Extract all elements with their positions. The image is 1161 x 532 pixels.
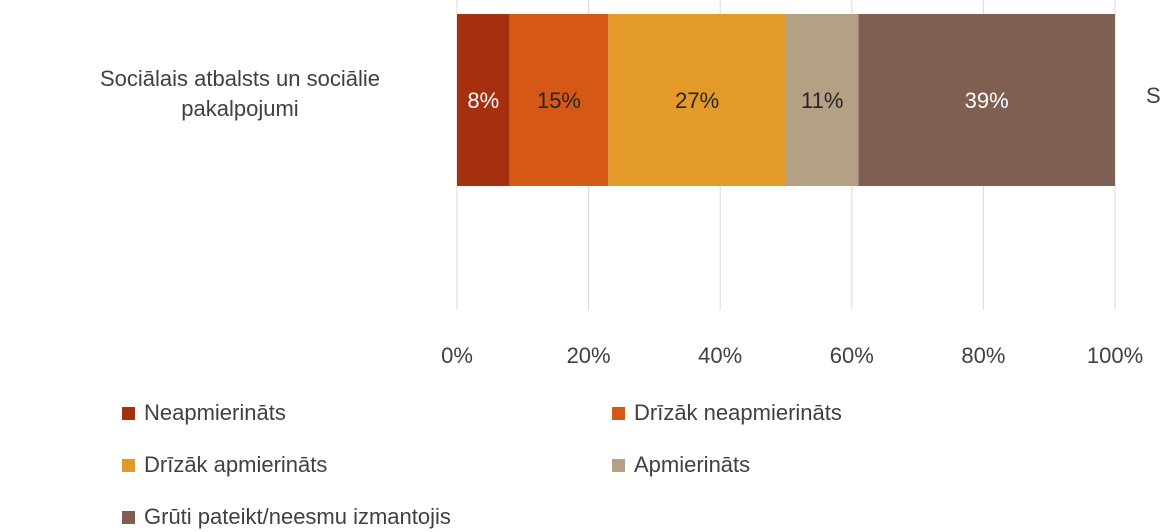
legend-swatch — [122, 511, 135, 524]
legend-swatch — [612, 407, 625, 420]
category-label: Sociālais atbalsts un sociālie pakalpoju… — [99, 66, 381, 121]
data-label: 15% — [537, 88, 581, 113]
x-tick-label: 40% — [698, 343, 742, 368]
legend-label: Apmierināts — [634, 452, 750, 477]
data-label: 11% — [801, 88, 843, 113]
bar-segment — [858, 14, 1115, 186]
legend-swatch — [612, 459, 625, 472]
annotation: S — [1146, 83, 1161, 108]
legend-swatch — [122, 407, 135, 420]
x-tick-label: 80% — [961, 343, 1005, 368]
legend-label: Grūti pateikt/neesmu izmantojis — [144, 504, 451, 529]
legend-label: Neapmierināts — [144, 400, 286, 425]
legend-swatch — [122, 459, 135, 472]
x-tick-label: 100% — [1087, 343, 1143, 368]
legend-label: Drīzāk neapmierināts — [634, 400, 842, 425]
bar-segment — [457, 14, 510, 186]
bar-segment — [608, 14, 786, 186]
bar-segment — [786, 14, 859, 186]
data-label: 8% — [467, 88, 499, 113]
x-tick-label: 0% — [441, 343, 473, 368]
bar-segment — [509, 14, 609, 186]
data-label: 27% — [675, 88, 719, 113]
legend-label: Drīzāk apmierināts — [144, 452, 327, 477]
x-tick-label: 20% — [567, 343, 611, 368]
data-label: 39% — [965, 88, 1009, 113]
x-tick-label: 60% — [830, 343, 874, 368]
